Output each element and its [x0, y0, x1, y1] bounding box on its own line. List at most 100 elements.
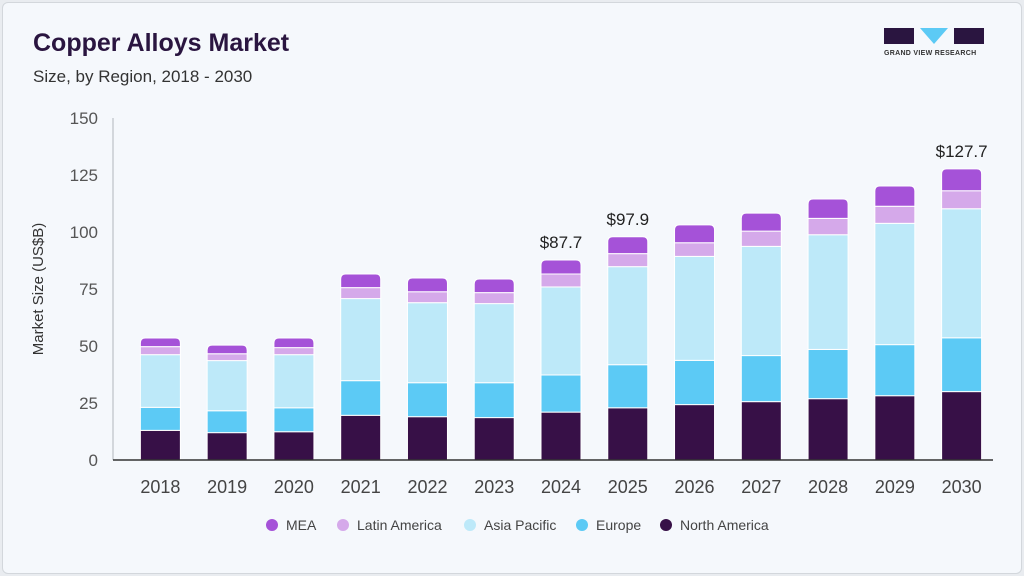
bar-segment-latin-america: [406, 291, 448, 304]
bar-segment-latin-america: [273, 347, 315, 356]
bar-segment-mea: [340, 273, 382, 289]
bar-segment-mea: [206, 344, 248, 355]
x-tick-label: 2018: [140, 477, 180, 497]
bar-segment-mea: [406, 277, 448, 293]
x-tick-label: 2028: [808, 477, 848, 497]
legend-marker: [266, 519, 278, 531]
grand-view-research-logo: [884, 28, 984, 44]
bar-segment-europe: [340, 380, 382, 416]
bar-segment-latin-america: [206, 353, 248, 362]
bar-segment-north-america: [540, 411, 582, 461]
bar-segment-latin-america: [674, 242, 716, 257]
y-tick-label: 50: [79, 337, 98, 356]
bar-segment-mea: [540, 259, 582, 275]
x-tick-label: 2025: [608, 477, 648, 497]
y-tick-label: 25: [79, 394, 98, 413]
bar-segment-europe: [607, 364, 649, 409]
bar-segment-asia-pacific: [540, 286, 582, 376]
legend-label: Latin America: [357, 517, 442, 533]
bar-segment-mea: [874, 185, 916, 207]
bar-segment-mea: [740, 212, 782, 232]
bar-segment-asia-pacific: [206, 360, 248, 412]
x-tick-label: 2024: [541, 477, 581, 497]
bar-segment-north-america: [473, 417, 515, 461]
bar-segment-latin-america: [340, 287, 382, 300]
legend-label: Asia Pacific: [484, 517, 556, 533]
y-tick-label: 100: [70, 223, 98, 242]
bar-segment-north-america: [273, 431, 315, 461]
y-tick-label: 0: [89, 451, 98, 470]
bar-segment-asia-pacific: [674, 255, 716, 361]
x-tick-label: 2020: [274, 477, 314, 497]
legend-label: North America: [680, 517, 769, 533]
bar-segment-latin-america: [473, 292, 515, 305]
bar-segment-europe: [273, 407, 315, 433]
legend-label: Europe: [596, 517, 641, 533]
bar-segment-asia-pacific: [273, 354, 315, 409]
bar-segment-latin-america: [941, 190, 983, 210]
bar-segment-asia-pacific: [607, 266, 649, 366]
bar-segment-asia-pacific: [139, 354, 181, 408]
y-axis-label: Market Size (US$B): [30, 223, 47, 356]
bar-segment-europe: [206, 410, 248, 434]
bar-segment-mea: [807, 198, 849, 219]
bar-segment-europe: [473, 382, 515, 419]
bar-segment-europe: [139, 406, 181, 431]
y-tick-label: 75: [79, 280, 98, 299]
bar-segment-latin-america: [807, 217, 849, 236]
bar-segment-asia-pacific: [807, 234, 849, 350]
x-tick-label: 2027: [741, 477, 781, 497]
bar-segment-mea: [607, 236, 649, 255]
x-tick-label: 2029: [875, 477, 915, 497]
bar-segment-europe: [674, 359, 716, 406]
legend-label: MEA: [286, 517, 317, 533]
bar-segment-mea: [139, 337, 181, 348]
bar-segment-north-america: [206, 432, 248, 461]
x-tick-label: 2019: [207, 477, 247, 497]
legend-marker: [576, 519, 588, 531]
total-label: $97.9: [606, 210, 649, 229]
bar-segment-north-america: [406, 416, 448, 461]
legend-marker: [464, 519, 476, 531]
bar-segment-asia-pacific: [941, 208, 983, 339]
bar-segment-north-america: [607, 407, 649, 461]
x-tick-label: 2023: [474, 477, 514, 497]
total-label: $87.7: [540, 233, 583, 252]
legend-marker: [660, 519, 672, 531]
bar-segment-europe: [941, 337, 983, 393]
bar-segment-latin-america: [740, 230, 782, 247]
legend-marker: [337, 519, 349, 531]
bar-segment-europe: [807, 348, 849, 400]
bar-segment-mea: [473, 278, 515, 294]
bar-segment-north-america: [740, 401, 782, 461]
x-tick-label: 2021: [341, 477, 381, 497]
bar-segment-mea: [674, 224, 716, 244]
bar-segment-europe: [740, 355, 782, 403]
bar-segment-north-america: [340, 414, 382, 461]
bar-segment-north-america: [807, 398, 849, 461]
chart-subtitle: Size, by Region, 2018 - 2030: [33, 67, 253, 86]
bar-segment-mea: [941, 168, 983, 192]
y-tick-label: 125: [70, 166, 98, 185]
bar-segment-europe: [406, 382, 448, 418]
x-tick-label: 2026: [675, 477, 715, 497]
bar-segment-north-america: [674, 404, 716, 461]
bar-segment-latin-america: [607, 253, 649, 268]
y-tick-label: 150: [70, 109, 98, 128]
bar-segment-asia-pacific: [740, 245, 782, 357]
x-tick-label: 2030: [942, 477, 982, 497]
bar-segment-europe: [540, 374, 582, 413]
bar-segment-latin-america: [139, 346, 181, 356]
bar-segment-mea: [273, 337, 315, 349]
bar-segment-north-america: [874, 395, 916, 461]
bar-segment-asia-pacific: [874, 222, 916, 346]
bar-segment-north-america: [941, 391, 983, 461]
bar-segment-latin-america: [540, 273, 582, 288]
bar-segment-europe: [874, 344, 916, 397]
total-label: $127.7: [936, 142, 988, 161]
chart-title: Copper Alloys Market: [33, 29, 290, 57]
bar-segment-asia-pacific: [473, 303, 515, 384]
bar-segment-north-america: [139, 429, 181, 461]
bar-segment-latin-america: [874, 205, 916, 224]
